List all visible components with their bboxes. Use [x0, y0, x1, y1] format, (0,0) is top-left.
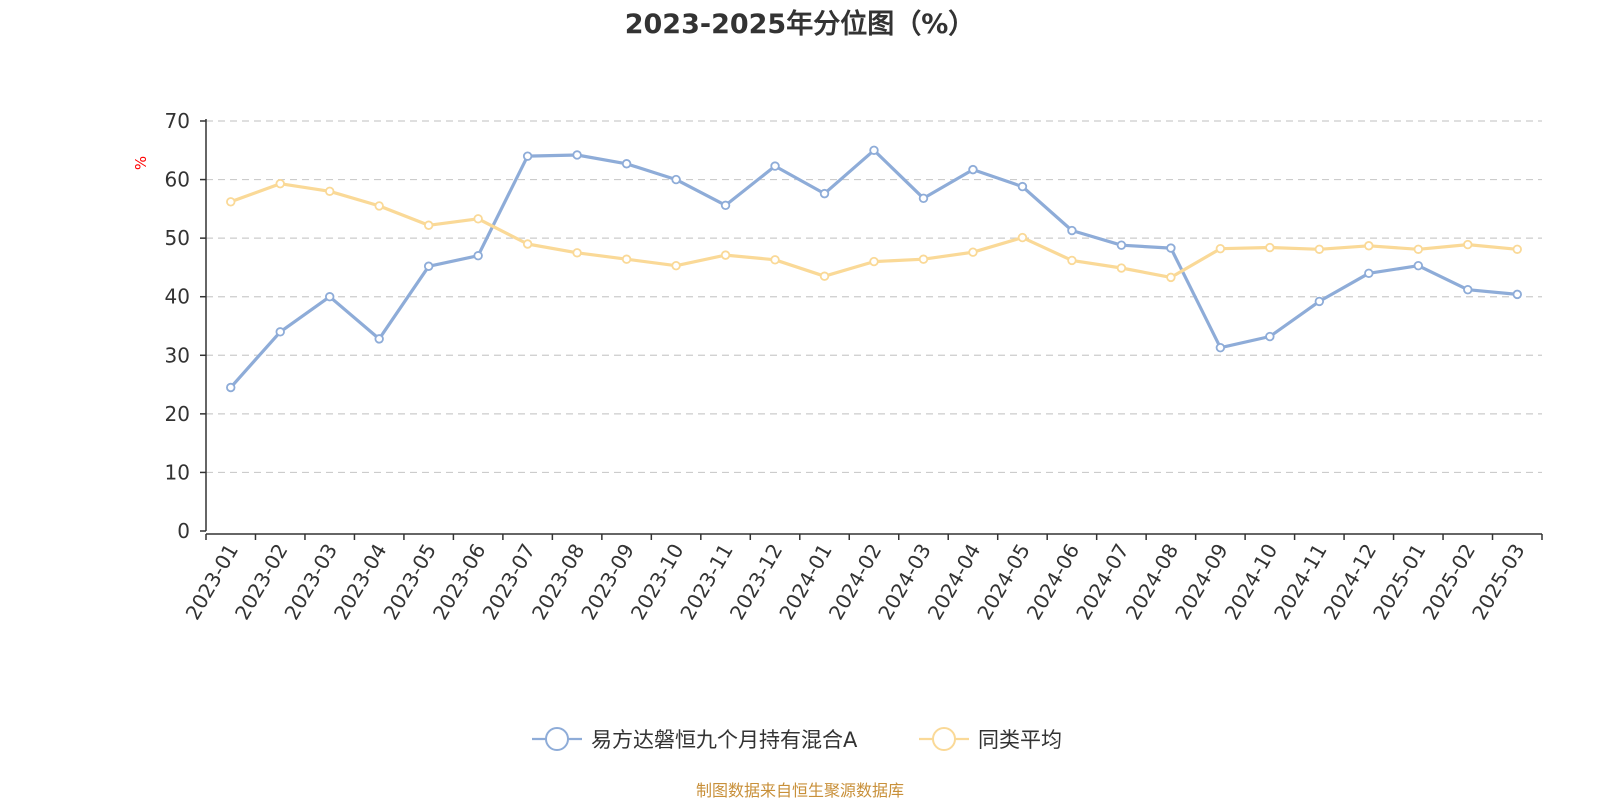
- axes: 0102030405060702023-012023-022023-032023…: [165, 109, 1543, 624]
- data-point: [918, 254, 929, 264]
- data-point: [1017, 232, 1028, 243]
- series-line: [229, 148, 1519, 390]
- data-source-note: 制图数据来自恒生聚源数据库: [696, 781, 904, 800]
- data-point: [1413, 260, 1423, 271]
- y-tick-label: 10: [165, 460, 190, 484]
- data-point: [325, 292, 335, 302]
- gridlines: [206, 120, 1542, 474]
- y-axis-unit-label: %: [132, 156, 150, 170]
- legend[interactable]: 易方达磐恒九个月持有混合A 同类平均: [532, 727, 1062, 752]
- data-point: [423, 261, 434, 271]
- data-point: [473, 214, 483, 224]
- data-point: [621, 159, 632, 169]
- data-point: [918, 193, 929, 204]
- data-point: [1116, 263, 1127, 273]
- data-point: [720, 250, 731, 260]
- data-point: [1512, 244, 1522, 254]
- legend-label: 易方达磐恒九个月持有混合A: [591, 728, 858, 752]
- data-point: [1364, 268, 1374, 278]
- data-point: [572, 248, 582, 258]
- data-point: [720, 200, 731, 211]
- data-point: [621, 254, 632, 264]
- data-point: [522, 151, 533, 161]
- data-point: [275, 327, 285, 337]
- data-point: [1215, 243, 1226, 254]
- data-point: [226, 197, 236, 207]
- y-tick-label: 50: [165, 226, 190, 250]
- data-point: [671, 260, 681, 271]
- series-group: [226, 145, 1522, 393]
- chart-title: 2023-2025年分位图（%）: [625, 8, 976, 40]
- data-point: [1463, 284, 1473, 295]
- data-point: [325, 186, 335, 196]
- series-2: [226, 178, 1522, 283]
- data-point: [374, 201, 384, 211]
- data-point: [671, 174, 681, 185]
- legend-item-1[interactable]: 易方达磐恒九个月持有混合A: [532, 727, 858, 752]
- data-point: [1314, 296, 1325, 307]
- data-point: [572, 150, 582, 160]
- y-tick-label: 60: [165, 168, 190, 192]
- legend-marker-icon: [932, 727, 956, 751]
- data-point: [473, 251, 483, 261]
- data-point: [968, 164, 978, 175]
- data-point: [869, 256, 879, 267]
- data-point: [1067, 225, 1077, 236]
- data-point: [275, 178, 285, 189]
- data-point: [770, 255, 780, 265]
- y-tick-label: 0: [177, 519, 190, 543]
- data-point: [1166, 243, 1176, 253]
- y-tick-label: 70: [165, 109, 190, 133]
- data-point: [869, 145, 879, 155]
- data-point: [819, 188, 830, 199]
- data-point: [1314, 244, 1325, 254]
- data-point: [1215, 342, 1226, 353]
- series-1: [226, 145, 1522, 393]
- data-point: [1265, 242, 1275, 253]
- data-point: [1463, 239, 1473, 250]
- legend-label: 同类平均: [978, 728, 1062, 752]
- data-point: [819, 271, 830, 281]
- data-point: [968, 247, 978, 257]
- data-point: [1166, 272, 1176, 283]
- y-tick-label: 30: [165, 343, 190, 367]
- data-point: [1067, 255, 1077, 266]
- data-point: [423, 220, 434, 230]
- data-point: [522, 239, 533, 249]
- data-point: [1512, 289, 1522, 300]
- data-point: [1265, 331, 1275, 342]
- data-point: [1413, 244, 1423, 254]
- legend-marker-icon: [545, 727, 569, 751]
- y-tick-label: 20: [165, 402, 190, 426]
- y-tick-label: 40: [165, 285, 190, 309]
- data-point: [374, 334, 384, 344]
- legend-item-2[interactable]: 同类平均: [919, 727, 1062, 752]
- data-point: [226, 382, 236, 393]
- data-point: [1116, 240, 1127, 250]
- data-point: [1017, 181, 1028, 192]
- data-point: [1364, 241, 1374, 251]
- data-point: [770, 161, 780, 171]
